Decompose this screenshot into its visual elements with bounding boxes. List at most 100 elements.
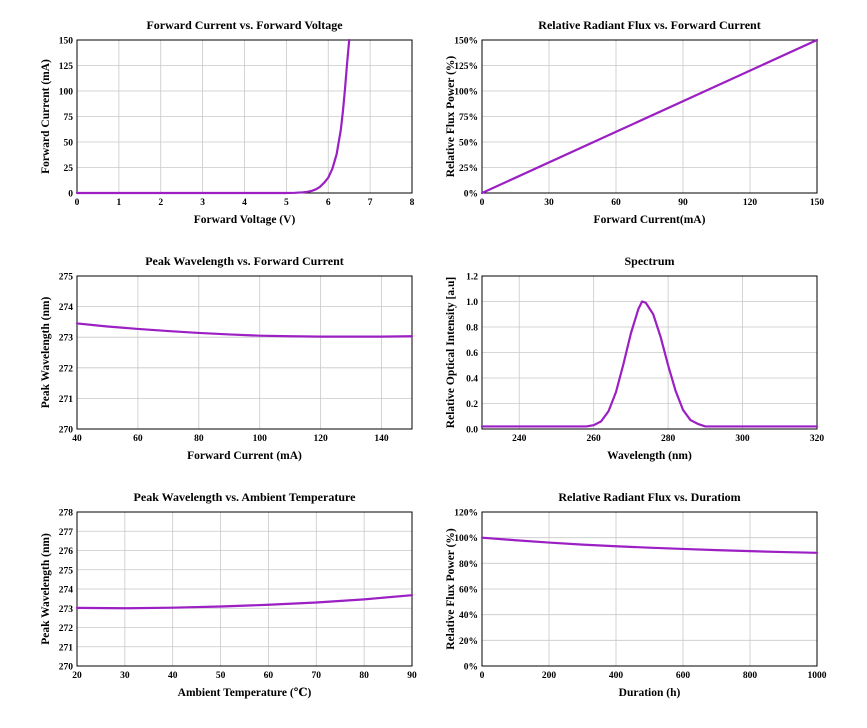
series-line-1 bbox=[480, 536, 819, 554]
x-tick-label: 90 bbox=[407, 671, 417, 681]
y-tick-label: 0% bbox=[464, 663, 478, 673]
x-tick-label: 0 bbox=[480, 198, 485, 208]
x-tick-label: 140 bbox=[374, 434, 389, 444]
y-tick-label: 100% bbox=[454, 534, 478, 544]
x-tick-label: 300 bbox=[735, 434, 750, 444]
x-tick-label: 240 bbox=[512, 434, 527, 444]
x-tick-label: 60 bbox=[133, 434, 143, 444]
x-tick-label: 4 bbox=[242, 198, 247, 208]
y-tick-label: 50 bbox=[64, 139, 74, 149]
y-tick-label: 274 bbox=[59, 586, 74, 596]
y-tick-label: 80% bbox=[459, 560, 478, 570]
plot-area-frame bbox=[76, 275, 413, 430]
y-tick-label: 75 bbox=[64, 113, 74, 123]
x-tick-label: 280 bbox=[661, 434, 676, 444]
series-line-1 bbox=[75, 38, 351, 195]
x-axis-title: Wavelength (nm) bbox=[607, 450, 692, 462]
y-tick-label: 125% bbox=[454, 62, 478, 72]
x-tick-label: 1000 bbox=[808, 671, 827, 681]
y-tick-label: 50% bbox=[459, 139, 478, 149]
x-tick-label: 80 bbox=[359, 671, 369, 681]
y-axis-title: Forward Current (mA) bbox=[40, 59, 52, 174]
y-axis-title: Relative Optical Intensity [a.u] bbox=[445, 277, 457, 428]
y-axis-title: Relative Flux Power (%) bbox=[445, 528, 457, 650]
x-tick-label: 70 bbox=[312, 671, 322, 681]
chart-title: Spectrum bbox=[625, 254, 675, 268]
y-tick-label: 278 bbox=[59, 509, 74, 519]
y-tick-label: 275 bbox=[59, 566, 74, 576]
x-tick-label: 400 bbox=[609, 671, 624, 681]
chart-title: Peak Wavelength vs. Forward Current bbox=[145, 254, 344, 268]
x-tick-label: 30 bbox=[544, 198, 554, 208]
y-tick-label: 273 bbox=[59, 605, 74, 615]
y-tick-label: 25 bbox=[64, 164, 74, 174]
y-tick-label: 1.0 bbox=[466, 298, 478, 308]
y-axis-title: Peak Wavelength (nm) bbox=[40, 297, 52, 409]
x-tick-label: 60 bbox=[264, 671, 274, 681]
x-tick-label: 260 bbox=[587, 434, 602, 444]
x-tick-label: 6 bbox=[326, 198, 331, 208]
x-tick-label: 120 bbox=[314, 434, 329, 444]
y-tick-label: 100% bbox=[454, 88, 478, 98]
y-axis-title: Peak Wavelength (nm) bbox=[40, 533, 52, 645]
y-tick-label: 0.8 bbox=[466, 324, 478, 334]
chart-5: 20 30 40 50 60 70 80 90 270 271 272 273 274 275 276 277… bbox=[40, 490, 417, 699]
chart-6: 0 200 400 600 800 1000 0% 20% 40% 60% 80% 100% 120% R… bbox=[445, 490, 827, 699]
y-tick-label: 60% bbox=[459, 586, 478, 596]
x-axis-title: Ambient Temperature (℃) bbox=[178, 687, 312, 699]
x-tick-label: 3 bbox=[200, 198, 205, 208]
x-tick-label: 40 bbox=[72, 434, 82, 444]
plot-area-frame bbox=[481, 39, 818, 194]
chart-3: 40 60 80 100 120 140 270 271 272 273 274 275 Peak Wa… bbox=[40, 254, 414, 462]
x-tick-label: 2 bbox=[158, 198, 163, 208]
y-tick-label: 272 bbox=[59, 364, 74, 374]
x-tick-label: 100 bbox=[253, 434, 268, 444]
x-axis-title: Forward Current (mA) bbox=[187, 450, 302, 462]
x-tick-label: 800 bbox=[743, 671, 758, 681]
x-tick-label: 90 bbox=[678, 198, 688, 208]
chart-1: 0 1 2 3 4 5 6 7 8 0 25 50 75 100 125 150 Forward Current… bbox=[40, 18, 415, 226]
y-tick-label: 20% bbox=[459, 637, 478, 647]
x-tick-label: 0 bbox=[480, 671, 485, 681]
series-line-1 bbox=[75, 594, 414, 610]
x-tick-label: 60 bbox=[611, 198, 621, 208]
y-tick-label: 271 bbox=[59, 395, 74, 405]
y-tick-label: 273 bbox=[59, 334, 74, 344]
x-tick-label: 50 bbox=[216, 671, 226, 681]
plot-area-frame bbox=[481, 511, 818, 667]
chart-title: Peak Wavelength vs. Ambient Temperature bbox=[134, 490, 357, 504]
chart-4: 240 260 280 300 320 0.0 0.2 0.4 0.6 0.8 1.0 1.2 Spec… bbox=[445, 254, 824, 462]
y-tick-label: 276 bbox=[59, 547, 74, 557]
x-tick-label: 150 bbox=[810, 198, 825, 208]
y-tick-label: 0.2 bbox=[466, 400, 478, 410]
y-tick-label: 0% bbox=[464, 190, 478, 200]
x-tick-label: 7 bbox=[368, 198, 373, 208]
x-tick-label: 320 bbox=[810, 434, 825, 444]
x-tick-label: 200 bbox=[542, 671, 557, 681]
x-tick-label: 20 bbox=[72, 671, 82, 681]
x-tick-label: 30 bbox=[120, 671, 130, 681]
x-tick-label: 1 bbox=[117, 198, 122, 208]
y-tick-label: 274 bbox=[59, 303, 74, 313]
y-tick-label: 275 bbox=[59, 273, 74, 283]
chart-title: Relative Radiant Flux vs. Duratiom bbox=[558, 490, 740, 504]
y-tick-label: 1.2 bbox=[466, 273, 478, 283]
plot-area-frame bbox=[481, 275, 818, 430]
y-tick-label: 120% bbox=[454, 509, 478, 519]
y-tick-label: 75% bbox=[459, 113, 478, 123]
y-tick-label: 272 bbox=[59, 624, 74, 634]
x-tick-label: 0 bbox=[75, 198, 80, 208]
chart-title: Forward Current vs. Forward Voltage bbox=[146, 18, 343, 32]
plot-area-frame bbox=[76, 511, 413, 667]
x-tick-label: 8 bbox=[410, 198, 415, 208]
y-tick-label: 40% bbox=[459, 611, 478, 621]
x-tick-label: 120 bbox=[743, 198, 758, 208]
y-tick-label: 150 bbox=[59, 37, 74, 47]
x-tick-label: 80 bbox=[194, 434, 204, 444]
series-line-1 bbox=[480, 38, 819, 195]
y-tick-label: 150% bbox=[454, 37, 478, 47]
y-tick-label: 125 bbox=[59, 62, 74, 72]
y-tick-label: 0.0 bbox=[466, 426, 478, 436]
y-tick-label: 271 bbox=[59, 643, 74, 653]
x-axis-title: Duration (h) bbox=[619, 687, 681, 699]
